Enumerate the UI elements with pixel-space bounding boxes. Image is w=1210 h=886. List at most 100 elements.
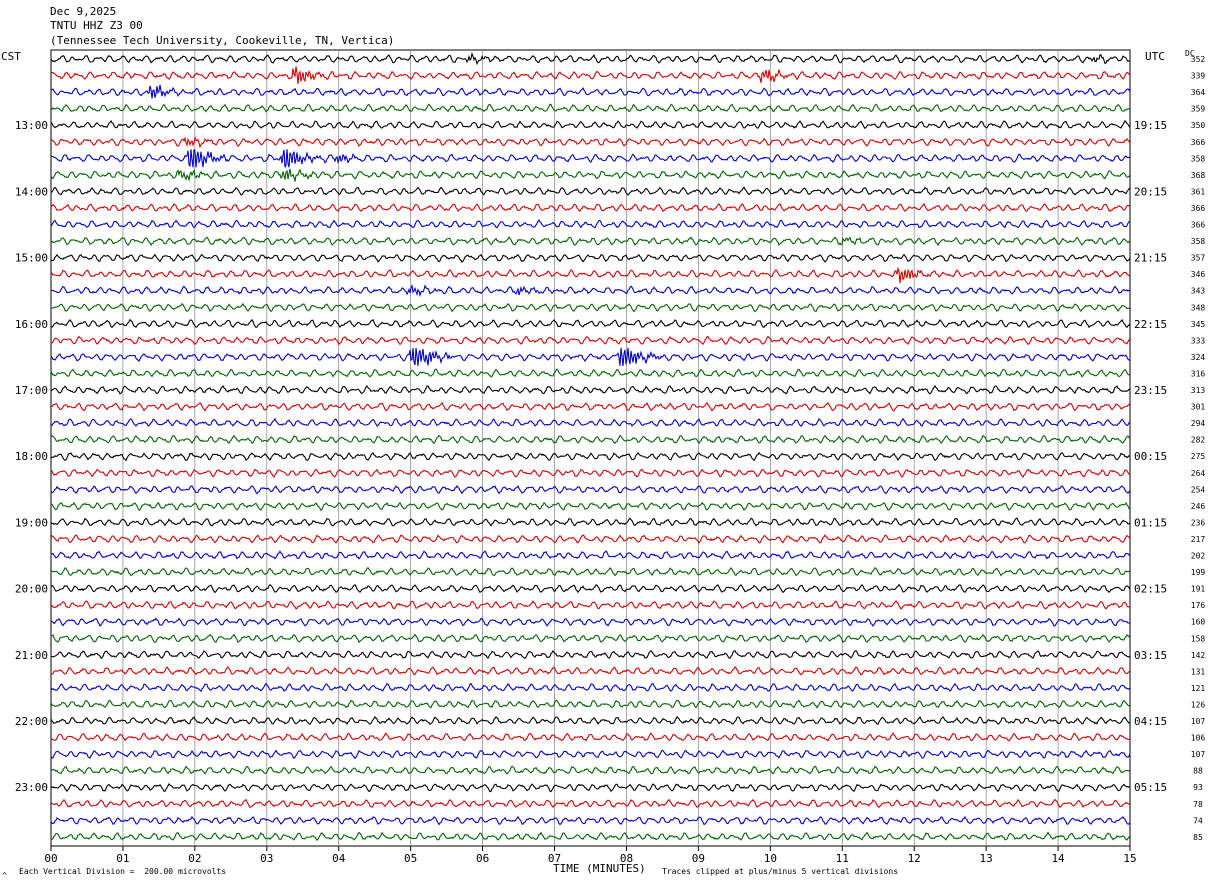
cst-hour-label: 15:00: [15, 252, 48, 265]
dc-offset-label: 126: [1191, 700, 1206, 709]
x-tick-label: 12: [908, 852, 921, 865]
utc-hour-label: 22:15: [1134, 318, 1167, 331]
dc-offset-label: 366: [1191, 221, 1206, 230]
trace-line: [50, 51, 1131, 66]
dc-offset-label: 88: [1193, 767, 1203, 776]
cst-hour-label: 18:00: [15, 450, 48, 463]
utc-hour-label: 00:15: [1134, 450, 1167, 463]
trace-line: [50, 831, 1131, 841]
trace-line: [50, 434, 1131, 445]
dc-offset-label: 106: [1191, 734, 1206, 743]
dc-offset-label: 358: [1191, 237, 1206, 246]
dc-offset-label: 254: [1191, 485, 1206, 494]
trace-line: [50, 84, 1131, 99]
x-tick-label: 08: [620, 852, 633, 865]
cst-hour-label: 13:00: [15, 119, 48, 132]
trace-line: [50, 451, 1131, 462]
x-tick-label: 09: [692, 852, 705, 865]
x-tick-label: 01: [116, 852, 129, 865]
utc-hour-label: 05:15: [1134, 781, 1167, 794]
dc-offset-label: 368: [1191, 171, 1206, 180]
dc-offset-label: 357: [1191, 254, 1206, 263]
trace-line: [50, 119, 1131, 130]
trace-line: [50, 484, 1131, 495]
utc-hour-label: 21:15: [1134, 252, 1167, 265]
trace-line: [50, 318, 1131, 329]
station-code: TNTU HHZ Z3 00: [50, 19, 143, 32]
dc-header-label: DC: [1185, 49, 1195, 58]
dc-offset-label: 343: [1191, 287, 1206, 296]
scale-note: Each Vertical Division = 200.00 microvol…: [19, 867, 227, 876]
trace-line: [50, 815, 1131, 826]
trace-line: [50, 335, 1131, 346]
dc-offset-label: 345: [1191, 320, 1206, 329]
x-tick-label: 03: [260, 852, 273, 865]
dc-offset-label: 107: [1191, 750, 1206, 759]
trace-line: [50, 501, 1131, 511]
dc-offset-label: 366: [1191, 138, 1206, 147]
dc-offset-label: 301: [1191, 403, 1206, 412]
trace-line: [50, 649, 1131, 660]
trace-line: [50, 633, 1131, 644]
station-location: (Tennessee Tech University, Cookeville, …: [50, 34, 395, 47]
dc-offset-label: 246: [1191, 502, 1206, 511]
trace-line: [50, 682, 1131, 692]
trace-line: [50, 66, 1131, 85]
dc-offset-label: 74: [1193, 816, 1203, 825]
x-tick-label: 00: [44, 852, 57, 865]
trace-line: [50, 783, 1131, 793]
utc-hour-label: 19:15: [1134, 119, 1167, 132]
trace-line: [50, 468, 1131, 479]
dc-offset-label: 121: [1191, 684, 1206, 693]
dc-offset-label: 359: [1191, 105, 1206, 114]
dc-offset-label: 294: [1191, 419, 1206, 428]
trace-line: [50, 384, 1131, 395]
cst-hour-label: 17:00: [15, 384, 48, 397]
trace-line: [50, 347, 1131, 366]
trace-line: [50, 186, 1131, 196]
plot-frame: [50, 49, 1131, 847]
x-tick-label: 06: [476, 852, 489, 865]
trace-line: [50, 283, 1130, 298]
trace-line: [50, 566, 1131, 577]
dc-offset-label: 333: [1191, 336, 1206, 345]
trace-line: [50, 732, 1131, 742]
trace-line: [50, 168, 1131, 182]
utc-hour-label: 02:15: [1134, 583, 1167, 596]
x-tick-label: 11: [836, 852, 849, 865]
dc-offset-label: 358: [1191, 154, 1206, 163]
dc-offset-label: 352: [1191, 55, 1206, 64]
dc-offset-label: 202: [1191, 552, 1206, 561]
cst-hour-label: 16:00: [15, 318, 48, 331]
corner-mark: ^: [2, 871, 7, 880]
cst-hour-label: 14:00: [15, 185, 48, 198]
trace-line: [50, 149, 1131, 168]
trace-line: [50, 583, 1131, 594]
trace-line: [50, 253, 1131, 263]
trace-line: [50, 135, 1131, 149]
dc-offset-label: 361: [1191, 187, 1206, 196]
cst-hour-label: 23:00: [15, 781, 48, 794]
cst-hour-label: 20:00: [15, 583, 48, 596]
cst-hour-label: 22:00: [15, 715, 48, 728]
x-axis-label: TIME (MINUTES): [553, 862, 646, 875]
trace-line: [50, 202, 1131, 213]
trace-line: [50, 534, 1131, 544]
dc-offset-label: 364: [1191, 88, 1206, 97]
utc-zone-label: UTC: [1145, 50, 1165, 63]
trace-line: [50, 236, 1131, 247]
utc-hour-label: 04:15: [1134, 715, 1167, 728]
trace-line: [50, 715, 1131, 726]
x-tick-label: 14: [1051, 852, 1065, 865]
utc-hour-label: 20:15: [1134, 185, 1167, 198]
cst-hour-label: 19:00: [15, 516, 48, 529]
dc-offset-label: 199: [1191, 568, 1206, 577]
utc-hour-label: 23:15: [1134, 384, 1167, 397]
cst-zone-label: CST: [1, 50, 21, 63]
dc-offset-label: 176: [1191, 601, 1206, 610]
trace-line: [50, 749, 1131, 760]
record-date: Dec 9,2025: [50, 5, 117, 18]
dc-offset-label: 85: [1193, 833, 1203, 842]
dc-offset-label: 282: [1191, 436, 1206, 445]
clip-note: Traces clipped at plus/minus 5 vertical …: [662, 867, 899, 876]
